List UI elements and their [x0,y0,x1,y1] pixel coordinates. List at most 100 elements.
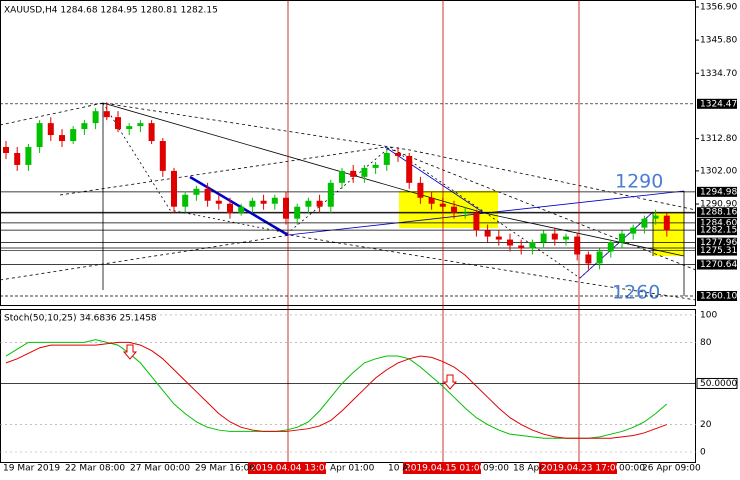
candle-body [574,236,581,255]
x-tick-label: 29 Mar 16:00 [195,464,255,474]
candle-body [103,111,110,118]
y-tick-label: 1302.00 [700,166,737,176]
vline-label: 2019.04.04 13:00 [250,464,331,474]
candle-body [137,123,144,127]
stoch-frame [0,309,696,463]
level-box [697,186,737,197]
candle-body [327,182,334,207]
candle-body [529,242,536,249]
candle-body [350,170,357,177]
level-box [697,245,737,256]
vline-label: 2019.04.23 17:00 [541,464,622,474]
level-box [697,98,737,109]
candle-body [115,117,121,130]
candle-body [473,212,480,231]
level-box [696,377,738,389]
candle-body [518,245,525,249]
candle-body [596,251,603,264]
candle-body [249,200,256,207]
candle-body [540,233,547,243]
stoch-line [5,341,667,439]
stoch-tick-label: 50.0000 [700,379,737,389]
candle-body [92,111,99,124]
y-tick-label: 1334.70 [700,69,737,79]
candle-body [47,123,54,136]
candle-body [3,147,9,153]
candle-body [294,206,301,219]
highlight-box [399,191,498,228]
y-tick-label: 1356.90 [700,2,737,12]
candle-body [563,236,569,240]
candle-body [204,188,211,201]
candle-body [417,182,424,198]
candle-body [495,236,502,240]
stoch-line [5,339,668,439]
candle-body [159,141,166,171]
candle-body [260,200,267,204]
x-tick-label: Apr 01:00 [330,464,375,474]
candle-body [182,194,189,207]
candle-body [193,188,200,195]
level-label: 1324.47 [700,99,737,109]
candle-body [484,230,491,237]
candle-body [652,215,659,219]
x-tick-label: 22 Mar 08:00 [65,464,125,474]
x-tick-label: 09:00 [483,464,509,474]
level-label: 1277.96 [700,238,737,248]
candle-body [70,129,77,142]
level-label: 1260.10 [700,291,737,301]
candle-body [81,123,88,130]
stoch-tick-label: 20 [700,420,712,430]
level-label: 1284.60 [700,218,737,228]
candle-body [428,197,435,204]
candle-body [619,233,625,243]
candle-body [14,152,21,165]
candle-body [36,123,43,148]
candle-body [305,200,312,207]
vline-label-bg [403,462,481,474]
candle-body [215,200,222,204]
candle-body [271,197,278,204]
level-label: 1270.64 [700,260,737,270]
candle-body [406,155,413,183]
annotation: 1260 [612,282,660,304]
x-tick-label: 26 Apr 09:00 [642,464,701,474]
level-label: 1282.15 [700,226,737,236]
candle-body [283,197,289,219]
candle-body [126,126,133,130]
y-tick-label: 1345.80 [700,36,737,46]
annotation: 1290 [615,171,663,193]
level-box [697,225,737,236]
level-box [697,237,737,248]
candle-body [372,164,379,168]
candle-body [507,239,513,246]
vline-label-bg [539,462,617,474]
level-label: 1275.31 [700,246,737,256]
candle-body [316,200,323,207]
level-box [697,207,737,218]
arrow-icon [122,344,138,360]
level-box [697,259,737,270]
candle-body [395,152,401,156]
candle-body [630,227,637,234]
stoch-tick-label: 80 [700,338,712,348]
y-tick-label: 1312.80 [700,134,737,144]
candle-body [59,135,65,142]
level-box [697,217,737,228]
candle-body [361,167,368,177]
candle-body [607,242,614,252]
y-tick-label: 1290.90 [700,200,737,210]
x-tick-label: 18 Apr [513,464,543,474]
candle-body [171,170,177,207]
vline-label: 2019.04.15 01:00 [405,464,486,474]
x-tick-label: 19 Mar 2019 [3,464,60,474]
stoch-label: Stoch(50,10,25) 34.6836 25.1458 [4,314,157,324]
candle-body [451,206,457,213]
candle-body [641,218,648,228]
arrow-icon [442,374,458,390]
chart-title: XAUUSD,H4 1284.68 1284.95 1280.81 1282.1… [4,6,218,16]
candle-body [551,233,558,240]
x-tick-label: 27 Mar 00:00 [130,464,190,474]
candle-body [383,152,390,165]
